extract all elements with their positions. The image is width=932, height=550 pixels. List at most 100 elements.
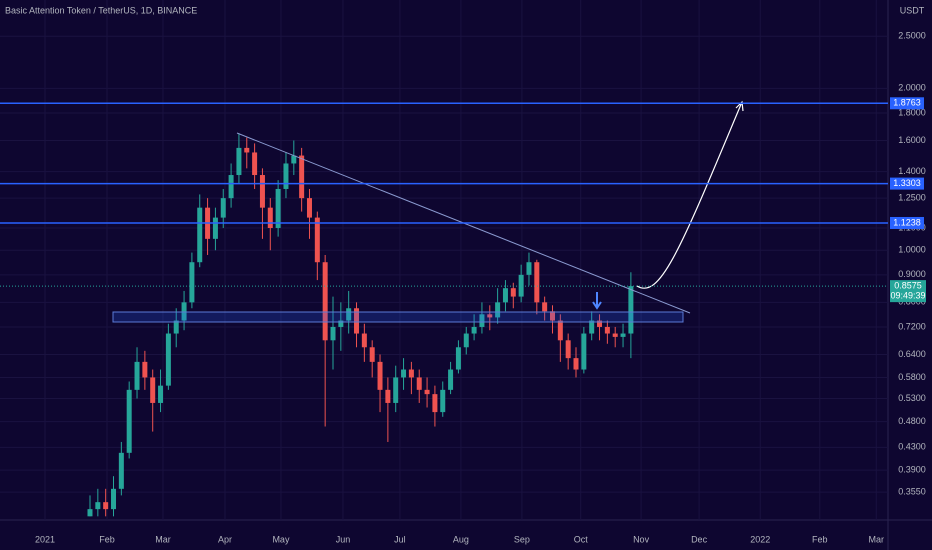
countdown: 09:49:39 [890, 291, 925, 301]
candle-body [487, 314, 493, 318]
x-tick-label: Feb [99, 534, 115, 544]
y-tick-label: 1.6000 [898, 135, 926, 145]
candle-body [165, 333, 171, 386]
candle-body [526, 262, 532, 275]
support-zone [112, 311, 684, 323]
candle-body [330, 326, 336, 341]
candle-body [432, 394, 438, 413]
candle-body [346, 308, 352, 321]
last-price-box [890, 280, 926, 303]
candle-body [283, 163, 289, 189]
candle-body [322, 262, 328, 341]
candle-body [604, 326, 610, 334]
y-tick-label: 0.5300 [898, 393, 926, 403]
candle-body [628, 286, 634, 334]
candle-body [299, 155, 305, 199]
y-tick-label: 0.3900 [898, 465, 926, 475]
currency: USDT [900, 5, 925, 15]
candle-body [189, 262, 195, 303]
level-label: 1.3303 [893, 178, 921, 188]
x-tick-label: Nov [633, 534, 650, 544]
candle-body [479, 314, 485, 327]
candle-body [495, 302, 501, 318]
candle-body [158, 385, 164, 403]
candle-body [103, 502, 109, 510]
candle-body [534, 262, 540, 303]
level-label-box [890, 216, 924, 229]
candle-body [212, 217, 218, 239]
y-tick-label: 0.4300 [898, 442, 926, 452]
candle-body [424, 389, 430, 395]
candle-body [401, 369, 407, 378]
candle-body [118, 452, 124, 489]
candle-body [620, 333, 626, 337]
x-tick-label: 2021 [35, 534, 55, 544]
x-tick-label: Dec [691, 534, 708, 544]
candle-body [134, 361, 140, 390]
x-tick-label: Feb [812, 534, 828, 544]
candle-body [440, 389, 446, 413]
candle-body [549, 311, 555, 321]
down-arrow [592, 292, 602, 310]
candle-body [448, 369, 454, 390]
candle-body [565, 340, 571, 359]
candle-body [393, 377, 399, 403]
candle-body [471, 326, 477, 334]
candle-body [259, 175, 265, 208]
candle-body [408, 369, 414, 378]
candle-body [361, 333, 367, 348]
y-tick-label: 2.5000 [898, 31, 926, 41]
candle-body [87, 509, 93, 517]
candle-body [338, 320, 344, 327]
candle-body [142, 361, 148, 378]
y-tick-label: 0.3550 [898, 486, 926, 496]
x-tick-label: Aug [453, 534, 469, 544]
candle-body [502, 288, 508, 303]
x-tick-label: Mar [155, 534, 171, 544]
candle-body [597, 320, 603, 327]
y-tick-label: 0.9000 [898, 269, 926, 279]
y-tick-label: 0.7200 [898, 321, 926, 331]
candle-body [385, 389, 391, 403]
last-price-label: 0.8575 [894, 281, 922, 291]
y-tick-label: 1.4000 [898, 166, 926, 176]
candle-body [463, 333, 469, 348]
candle-body [377, 361, 383, 390]
level-label-box [890, 177, 924, 190]
y-tick-label: 2.0000 [898, 83, 926, 93]
candle-body [306, 198, 312, 218]
x-tick-label: Sep [514, 534, 530, 544]
arrow-head [735, 100, 744, 112]
level-label: 1.1238 [893, 217, 921, 227]
x-tick-label: Jun [336, 534, 351, 544]
y-tick-label: 1.8000 [898, 107, 926, 117]
chart-title: Basic Attention Token / TetherUS, 1D, BI… [5, 5, 197, 15]
candle-body [126, 389, 132, 453]
candle-body [455, 347, 461, 370]
candle-body [612, 333, 618, 337]
projection-arrow [636, 101, 743, 289]
candle-body [220, 198, 226, 218]
y-tick-label: 1.2500 [898, 193, 926, 203]
x-tick-label: Apr [218, 534, 232, 544]
y-tick-label: 0.6400 [898, 349, 926, 359]
y-tick-label: 1.0000 [898, 245, 926, 255]
candle-body [557, 320, 563, 341]
candle-body [95, 502, 101, 510]
level-label: 1.8763 [893, 98, 921, 108]
candle-body [510, 288, 516, 297]
x-tick-label: Oct [574, 534, 589, 544]
candle-body [244, 147, 250, 153]
candle-body [111, 488, 117, 510]
candle-body [228, 175, 234, 199]
candle-body [354, 308, 360, 334]
candle-body [589, 320, 595, 334]
candle-body [291, 155, 297, 164]
candle-body [267, 207, 273, 228]
candle-body [275, 188, 281, 228]
x-tick-label: May [272, 534, 290, 544]
candle-body [416, 377, 422, 390]
level-label-box [890, 97, 924, 110]
candle-body [518, 274, 524, 297]
